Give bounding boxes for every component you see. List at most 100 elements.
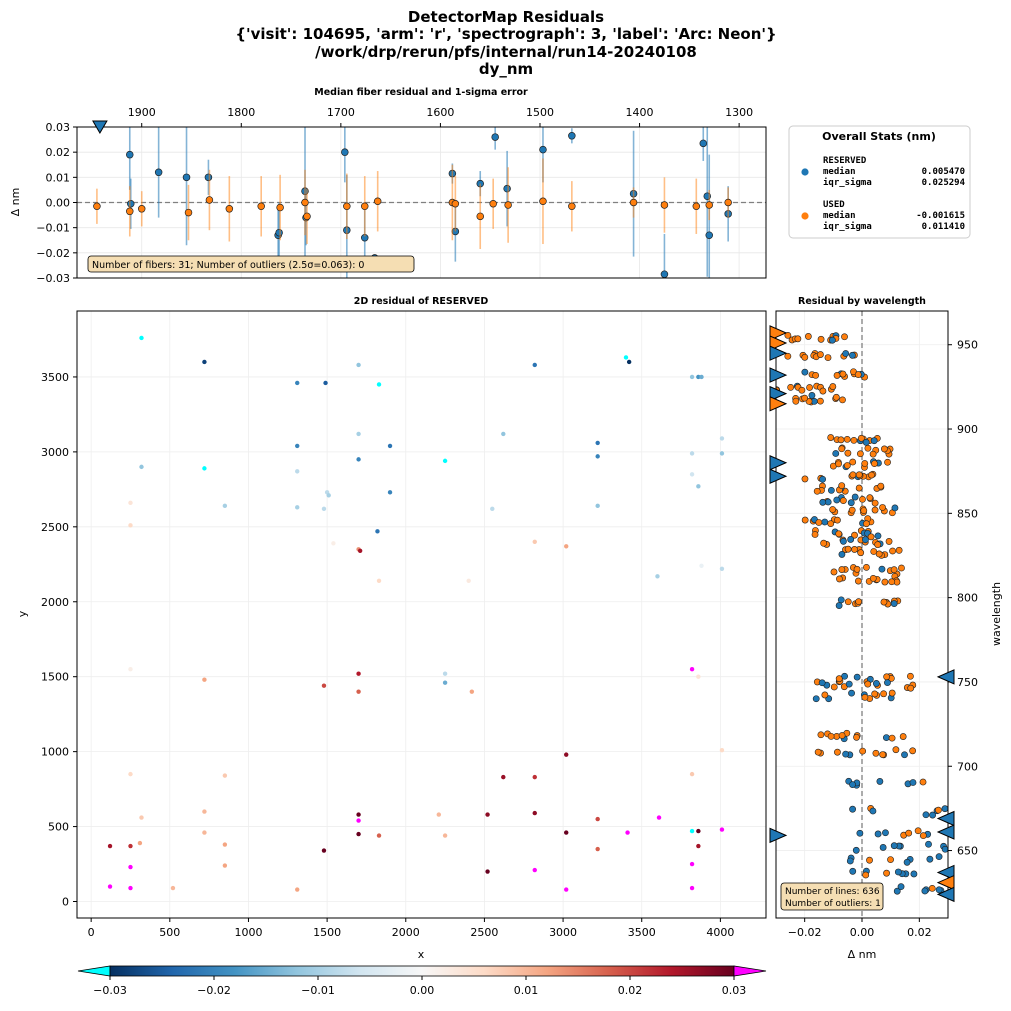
used-point [568, 202, 576, 211]
residual-point [490, 506, 495, 512]
reserved-line-point [851, 493, 859, 501]
residual-point [442, 833, 448, 838]
residual-point [376, 382, 382, 387]
residual-point [655, 574, 660, 579]
used-line-point [866, 494, 874, 502]
residual-point [356, 457, 361, 462]
reserved-line-point [925, 840, 932, 848]
residual-point [321, 848, 327, 853]
top-xtick-label: 1900 [128, 106, 156, 119]
used-line-point [848, 506, 856, 514]
used-line-point [877, 482, 885, 490]
used-line-point [857, 549, 865, 557]
reserved-line-point [897, 883, 905, 891]
reserved-line-point [832, 450, 840, 457]
residual-point [128, 667, 133, 672]
used-line-point [801, 353, 809, 361]
reserved-line-point [869, 807, 877, 815]
residual-point [356, 689, 361, 694]
used-point [276, 203, 284, 212]
colorbar-tick-label: −0.01 [301, 984, 335, 997]
reserved-left-outlier-marker [769, 367, 788, 383]
used-line-point [812, 371, 820, 379]
median-fiber-ticks: 1900 1800 1700 1600 1500 1400 1300 −0.03 −0.02 −0… [36, 106, 753, 285]
used-line-point [834, 748, 841, 756]
used-line-point [787, 383, 795, 391]
used-point [343, 202, 351, 211]
residual-point [128, 523, 133, 528]
used-line-point [820, 539, 828, 547]
residual-point [170, 885, 176, 891]
reserved-line-point [849, 805, 856, 813]
reserved-line-point [819, 475, 827, 483]
reserved-line-point [812, 695, 820, 703]
colorbar-tick-label: −0.02 [197, 984, 231, 997]
used-line-point [875, 550, 883, 558]
used-line-point [835, 460, 842, 468]
used-line-point [869, 574, 877, 582]
used-line-point [817, 731, 825, 739]
used-point [126, 207, 134, 216]
used-point [225, 205, 234, 213]
overall-stats-legend: Overall Stats (nm) RESERVED median 0.005… [788, 125, 971, 239]
residual-wavelength-xlabel: Δ nm [848, 948, 877, 961]
used-line-point [889, 547, 896, 555]
reserved-line-point [879, 844, 887, 851]
reserved-line-point [882, 829, 889, 837]
residual-point [485, 869, 490, 874]
used-line-point [839, 370, 847, 378]
top-ytick-label: −0.03 [36, 272, 70, 285]
reserved-point [660, 270, 669, 278]
residual-point [595, 846, 600, 852]
used-line-point [857, 434, 865, 442]
legend-reserved-name: RESERVED [823, 156, 867, 166]
residual-point [595, 454, 600, 459]
legend-used-iqr-label: iqr_sigma [823, 221, 872, 232]
residual-point [202, 359, 207, 365]
main-ytick-label: 3000 [41, 446, 69, 459]
used-point [724, 198, 732, 207]
residual-point [376, 578, 382, 583]
used-line-point [909, 747, 917, 755]
residual-2d-xlabel: x [418, 948, 425, 961]
reserved-point [341, 148, 349, 156]
residual-point [442, 680, 448, 685]
used-line-point [824, 354, 832, 361]
used-point [451, 200, 460, 208]
residual-point [501, 774, 506, 780]
used-line-point [855, 471, 863, 479]
reserved-point [154, 168, 163, 177]
residual-point [202, 830, 207, 835]
used-line-point [880, 598, 888, 606]
used-line-point [850, 437, 858, 444]
used-line-point [835, 675, 843, 683]
reserved-point [491, 133, 499, 141]
residual-point [295, 469, 300, 474]
residual-point [532, 539, 537, 545]
residual-point [626, 359, 632, 365]
reserved-line-point [828, 336, 836, 344]
used-line-point [860, 507, 868, 515]
residual-point [564, 752, 569, 757]
used-line-point [838, 732, 846, 739]
reserved-line-point [941, 805, 948, 813]
used-line-point [867, 533, 875, 541]
used-line-point [874, 541, 882, 549]
residual-point [689, 885, 695, 891]
used-line-point [784, 352, 792, 360]
used-line-point [827, 520, 835, 528]
legend-used-name: USED [823, 200, 845, 210]
right-ytick-label: 700 [957, 760, 978, 773]
residual-point [356, 671, 361, 676]
residual-point [222, 863, 228, 868]
used-point [660, 201, 669, 209]
main-xtick-label: 2000 [392, 926, 420, 939]
used-line-point [833, 372, 841, 379]
reserved-point [182, 173, 191, 182]
right-ytick-label: 900 [957, 423, 978, 436]
reserved-left-outlier-marker [769, 345, 788, 361]
used-line-point [892, 746, 900, 754]
used-point [373, 197, 382, 205]
used-line-point [792, 397, 800, 405]
